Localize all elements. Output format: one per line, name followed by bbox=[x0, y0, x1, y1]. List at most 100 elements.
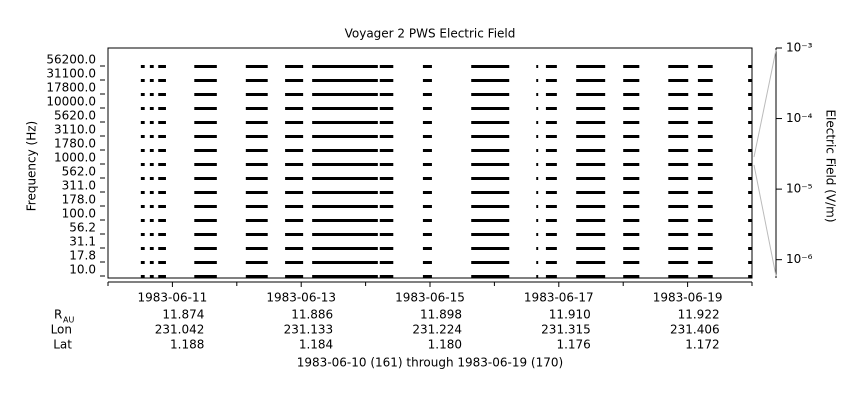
coverage-strip bbox=[697, 93, 713, 96]
coverage-strip bbox=[312, 135, 378, 138]
coverage-strip bbox=[545, 219, 557, 222]
coverage-strip bbox=[379, 191, 394, 194]
coverage-strip bbox=[545, 275, 557, 278]
ephemeris-label: R bbox=[54, 308, 62, 322]
coverage-strip bbox=[140, 93, 145, 96]
coverage-strip bbox=[668, 135, 689, 138]
coverage-strip bbox=[668, 205, 689, 208]
coverage-strip bbox=[285, 149, 304, 152]
coverage-strip bbox=[422, 247, 432, 250]
coverage-strip bbox=[536, 219, 539, 222]
coverage-strip bbox=[194, 261, 217, 264]
coverage-strip bbox=[623, 177, 640, 180]
coverage-strip bbox=[536, 135, 539, 138]
coverage-strip bbox=[194, 219, 217, 222]
coverage-strip bbox=[748, 121, 752, 124]
coverage-strip bbox=[149, 93, 154, 96]
coverage-strip bbox=[245, 107, 268, 110]
coverage-strip bbox=[545, 149, 557, 152]
coverage-strip bbox=[158, 93, 166, 96]
coverage-strip bbox=[576, 191, 606, 194]
coverage-strip bbox=[623, 205, 640, 208]
chart-title: Voyager 2 PWS Electric Field bbox=[345, 27, 516, 41]
footer: 1983-06-10 (161) through 1983-06-19 (170… bbox=[297, 356, 563, 370]
coverage-strip bbox=[149, 121, 154, 124]
coverage-strip bbox=[245, 163, 268, 166]
coverage-strip bbox=[422, 177, 432, 180]
coverage-strip bbox=[668, 65, 689, 68]
coverage-strip bbox=[312, 275, 378, 278]
channel-label: 17800.0 bbox=[46, 81, 96, 95]
coverage-strip bbox=[194, 93, 217, 96]
x-tick-label: 1983-06-15 bbox=[395, 291, 465, 305]
coverage-strip bbox=[748, 79, 752, 82]
y2-axis-label: Electric Field (V/m) bbox=[824, 109, 838, 222]
coverage-strip bbox=[668, 219, 689, 222]
coverage-strip bbox=[576, 107, 606, 110]
x-tick-label: 1983-06-19 bbox=[653, 291, 723, 305]
coverage-strip bbox=[536, 93, 539, 96]
coverage-strip bbox=[748, 65, 752, 68]
coverage-strip bbox=[158, 121, 166, 124]
coverage-strip bbox=[697, 177, 713, 180]
coverage-strip bbox=[312, 121, 378, 124]
coverage-strip bbox=[545, 79, 557, 82]
coverage-strip bbox=[623, 261, 640, 264]
coverage-strip bbox=[379, 233, 394, 236]
coverage-strip bbox=[422, 79, 432, 82]
coverage-strip bbox=[623, 135, 640, 138]
coverage-strip bbox=[149, 135, 154, 138]
coverage-strip bbox=[312, 79, 378, 82]
coverage-strip bbox=[379, 149, 394, 152]
channel-label: 10000.0 bbox=[46, 95, 96, 109]
coverage-strip bbox=[312, 219, 378, 222]
coverage-strip bbox=[422, 93, 432, 96]
coverage-strip bbox=[697, 135, 713, 138]
coverage-strip bbox=[422, 107, 432, 110]
y2-tick-label: 10⁻⁵ bbox=[786, 182, 813, 196]
coverage-strip bbox=[285, 219, 304, 222]
coverage-strip bbox=[545, 247, 557, 250]
coverage-strip bbox=[158, 275, 166, 278]
coverage-strip bbox=[623, 191, 640, 194]
coverage-strip bbox=[471, 247, 510, 250]
ephemeris-value: 11.910 bbox=[549, 308, 591, 322]
coverage-strip bbox=[149, 79, 154, 82]
coverage-strip bbox=[536, 261, 539, 264]
coverage-strip bbox=[245, 261, 268, 264]
coverage-strip bbox=[194, 247, 217, 250]
coverage-strip bbox=[312, 107, 378, 110]
x-tick-label: 1983-06-13 bbox=[266, 291, 336, 305]
coverage-strip bbox=[285, 65, 304, 68]
coverage-strip bbox=[576, 219, 606, 222]
coverage-strip bbox=[748, 275, 752, 278]
coverage-strip bbox=[245, 233, 268, 236]
coverage-strip bbox=[668, 191, 689, 194]
coverage-strip bbox=[748, 163, 752, 166]
ephemeris-label: Lat bbox=[53, 338, 72, 352]
coverage-strip bbox=[245, 247, 268, 250]
coverage-strip bbox=[285, 107, 304, 110]
channel-label: 10.0 bbox=[69, 263, 96, 277]
coverage-strip bbox=[285, 233, 304, 236]
coverage-strip bbox=[623, 275, 640, 278]
channel-label: 1780.0 bbox=[54, 137, 96, 151]
coverage-strip bbox=[379, 121, 394, 124]
channel-label: 178.0 bbox=[62, 193, 96, 207]
ephemeris-value: 231.224 bbox=[412, 323, 462, 337]
channel-label: 56200.0 bbox=[46, 53, 96, 67]
coverage-strip bbox=[285, 261, 304, 264]
ephemeris-value: 231.406 bbox=[670, 323, 720, 337]
coverage-strip bbox=[158, 205, 166, 208]
coverage-strip bbox=[697, 233, 713, 236]
coverage-strip bbox=[471, 107, 510, 110]
coverage-strip bbox=[422, 121, 432, 124]
coverage-strip bbox=[576, 65, 606, 68]
coverage-strip bbox=[194, 107, 217, 110]
coverage-strip bbox=[140, 121, 145, 124]
coverage-strip bbox=[748, 135, 752, 138]
coverage-strip bbox=[422, 205, 432, 208]
coverage-strip bbox=[140, 65, 145, 68]
channel-label: 100.0 bbox=[62, 207, 96, 221]
coverage-strip bbox=[245, 219, 268, 222]
